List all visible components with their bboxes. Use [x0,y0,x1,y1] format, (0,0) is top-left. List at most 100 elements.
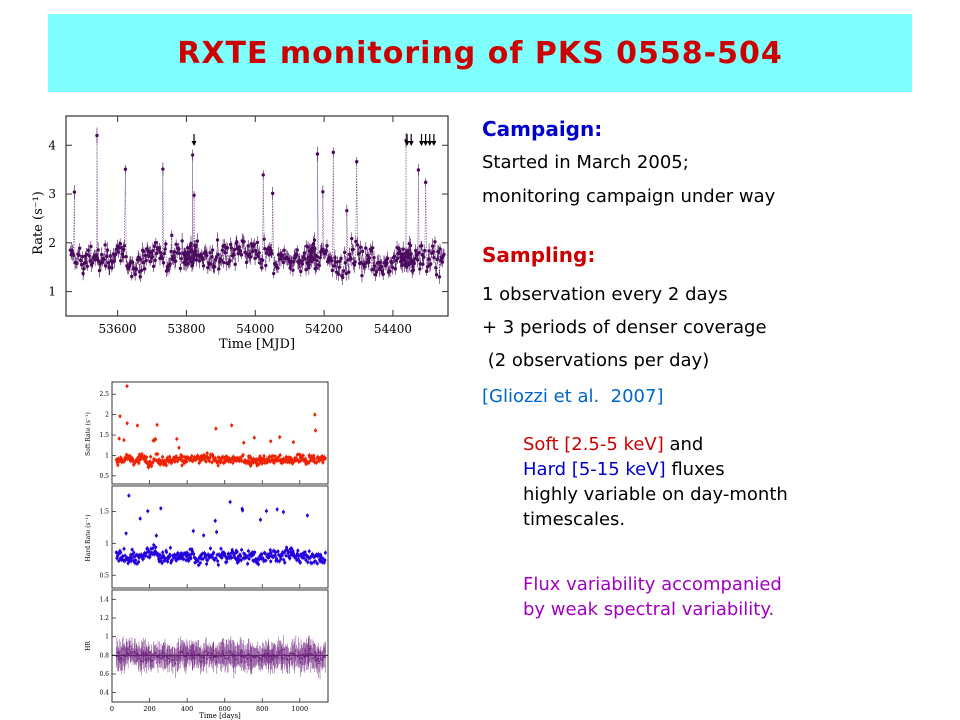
hr-point [130,651,132,653]
hr-point [233,662,235,664]
rate-point [343,261,348,265]
rate-point [253,256,257,260]
hard-ylabel: Hard Rate (s⁻¹) [85,515,92,562]
hr-point [285,656,287,658]
soft-point [278,453,282,457]
hr-point [186,652,188,655]
hr-point [244,656,247,658]
hr-point [252,656,254,658]
hr-point [313,656,315,659]
hr-point [140,660,142,663]
hr-point [288,662,290,664]
rate-point [427,249,431,253]
hr-point [233,657,235,659]
rate-point [374,270,379,274]
rate-point [248,252,252,256]
rate-point [358,245,363,249]
hr-point [312,654,314,656]
rate-point [118,241,122,246]
rate-point [369,249,373,253]
rate-point [208,250,212,255]
hr-point [136,654,138,656]
hard-point [303,550,307,554]
hr-point [231,653,233,655]
hr-point [295,650,297,652]
soft-point [117,437,121,441]
hard-point [189,557,193,561]
hr-point [230,650,232,652]
hr-point [208,656,211,658]
rate-point [324,249,329,253]
rate-point [306,245,310,249]
hard-point [141,557,145,561]
rate-point [423,180,428,185]
hr-point [216,656,218,658]
hr-point [234,654,236,656]
hard-point [158,553,162,557]
soft-point [161,455,165,459]
hr-point [272,654,274,656]
hr-point [258,659,260,662]
rate-x-tick-label: 54200 [305,322,343,336]
hr-point [234,659,236,661]
rate-arrow-head [419,141,425,146]
soft-point [299,453,303,457]
rate-point [246,244,250,248]
rate-point [100,252,104,257]
hr-point [305,650,307,652]
hr-x-tick-label: 1000 [292,705,309,713]
rate-point [433,240,437,244]
hr-point [267,654,269,657]
rate-point [194,243,198,248]
hr-point [127,652,129,654]
rate-point [367,260,371,265]
rate-point [150,255,154,259]
rate-point [197,259,202,263]
hard-point [240,548,244,552]
hr-point [309,652,311,655]
hr-point [180,651,182,653]
rate-point [346,258,350,262]
hard-point [116,554,120,558]
rate-arrow-head [408,141,414,146]
hard-point [286,550,290,554]
hr-y-tick-label: 0.8 [99,652,109,659]
hr-point [220,655,222,658]
fluxes-text: fluxes [665,459,725,480]
soft-point [224,459,228,463]
hr-point [126,652,128,654]
hr-point [319,662,321,664]
soft-point [231,461,235,465]
rate-point [168,262,172,266]
rate-data-series [68,127,446,286]
soft-point [150,464,154,468]
hard-point [263,552,267,556]
rate-point [276,266,280,270]
hr-point [120,657,122,660]
hr-point [121,660,123,662]
rate-point [170,233,174,238]
hr-point [242,654,244,657]
soft-point [257,462,261,466]
hard-data-series [114,493,327,568]
hr-point [133,652,135,654]
soft-ylabel: Soft Rate (s⁻¹) [85,412,92,456]
hr-point [313,655,315,657]
hr-point [324,650,326,652]
rate-point [205,253,209,258]
rate-point [395,256,400,261]
hr-point [123,659,125,661]
hr-point [141,654,143,656]
hr-point [311,657,314,659]
hard-point [245,555,249,559]
rate-point [141,260,146,265]
panel-axes: 0.5 1 1.5 2 2.5 0.5 1 1.5 0.4 0.6 0.8 1 1.2 1.4 0 200 40… [99,391,308,713]
hr-point [223,655,225,657]
rate-point [215,238,220,242]
hr-point [314,651,316,653]
hr-point [124,655,126,657]
hr-point [158,653,160,656]
hr-point [257,651,259,653]
rate-point [299,269,303,274]
hard-point [246,549,250,553]
